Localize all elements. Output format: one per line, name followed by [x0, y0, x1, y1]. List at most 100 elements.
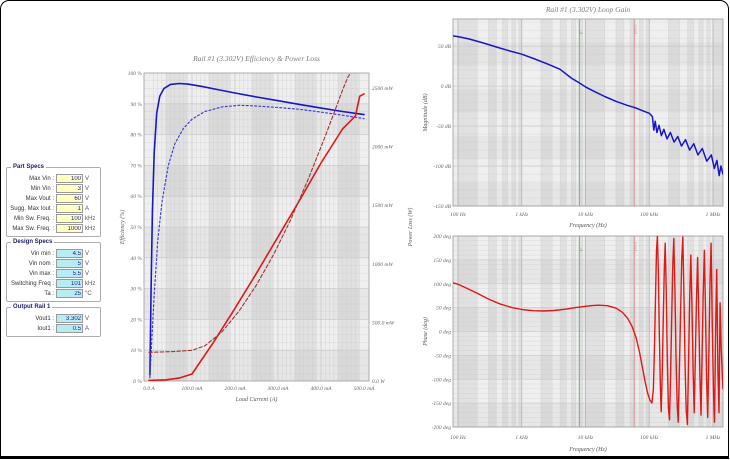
- series-efficiency-dotted: [149, 104, 365, 379]
- loop-gain-magnitude-chart: fc fsw/2 Rail #1 (3.302V) Loop Gain 100 Hz 1…: [422, 5, 724, 229]
- tick-label: 20 %: [131, 317, 143, 323]
- field-input-switching-freq[interactable]: [56, 279, 83, 288]
- spec-row-vout1: Vout1 : V: [9, 314, 98, 323]
- spec-group-design-specs: Design Specs Vin min : V Vin nom : V Vin max …: [6, 239, 101, 302]
- tick-label: -50 deg: [434, 353, 451, 359]
- field-label: Vin min :: [30, 250, 54, 257]
- marker-label-fsw-2: fsw/2: [633, 24, 638, 34]
- series-loop-gain-magnitude: [453, 35, 723, 177]
- tick-label: 100.0 mA: [181, 386, 203, 392]
- spec-row-max-vout: Max Vout : V: [9, 194, 98, 203]
- x-axis-label: Load Current (A): [235, 396, 278, 403]
- grid-band: [630, 19, 636, 206]
- tick-label: 400.0 mA: [310, 385, 332, 392]
- tick-label: 500.0 mA: [353, 386, 375, 392]
- grid-band: [453, 136, 723, 159]
- efficiency-chart: Rail #1 (3.302V) Efficiency & Power Loss…: [119, 54, 414, 403]
- tick-label: 30 %: [130, 287, 143, 293]
- tick-label: 0 %: [133, 379, 142, 385]
- tick-label: 0 deg: [439, 330, 451, 336]
- tick-label: -150 dB: [433, 204, 451, 210]
- grid-band: [453, 403, 723, 427]
- field-unit: V: [85, 270, 90, 277]
- field-unit: A: [85, 205, 90, 212]
- chart-title-loop-gain: Rail #1 (3.302V) Loop Gain: [545, 5, 631, 14]
- field-label: Ta :: [44, 290, 54, 297]
- tick-label: 1 MHz: [706, 435, 722, 441]
- group-title: Output Rail 1: [11, 304, 53, 311]
- grid-band: [706, 19, 711, 206]
- field-unit: kHz: [85, 215, 96, 222]
- field-input-min-sw-freq[interactable]: [56, 214, 83, 223]
- field-label: Min Sw. Freq. :: [13, 215, 54, 222]
- tick-label: 150 deg: [433, 258, 451, 264]
- marker-label-fsw-2: fsw/2: [633, 241, 638, 251]
- tick-label: 50 deg: [436, 306, 451, 312]
- tick-label: -100 deg: [432, 377, 452, 383]
- tick-label: 500.0 mW: [372, 320, 395, 326]
- tick-label: 100 kHz: [640, 435, 659, 441]
- y-axis-label-left: Phase (deg): [422, 317, 429, 347]
- field-input-max-sw-freq[interactable]: [56, 224, 83, 233]
- field-input-vin-nom[interactable]: [56, 259, 83, 268]
- spec-row-switching-freq: Switching Freq : kHz: [9, 279, 98, 288]
- tick-label: 1 MHz: [706, 212, 722, 218]
- field-unit: V: [85, 260, 90, 267]
- field-unit: V: [85, 195, 90, 202]
- y-axis-label-right: Power Loss (W): [407, 208, 414, 248]
- field-input-max-vin[interactable]: [56, 174, 83, 183]
- field-unit: V: [85, 185, 90, 192]
- tick-label: 1000 mW: [372, 262, 393, 268]
- tick-label: 0.0 A: [143, 386, 155, 392]
- field-input-vin-max[interactable]: [56, 269, 83, 278]
- series-power-loss-dashed: [148, 73, 351, 353]
- tick-label: 1 kHz: [515, 435, 529, 441]
- spec-row-vin-nom: Vin nom : V: [9, 259, 98, 268]
- field-label: Switching Freq :: [10, 280, 54, 287]
- field-label: Max Sw. Freq. :: [12, 225, 54, 232]
- field-label: Max Vin :: [29, 175, 54, 182]
- grid-band: [698, 19, 704, 206]
- field-label: Vin nom :: [28, 260, 54, 267]
- marker-label-fc: fc: [578, 31, 583, 34]
- grid-band: [668, 19, 680, 206]
- tick-label: 10 %: [131, 348, 143, 354]
- field-input-ta[interactable]: [56, 289, 83, 298]
- field-unit: V: [85, 175, 90, 182]
- tick-label: 200.0 mA: [224, 386, 246, 392]
- field-input-iout1[interactable]: [56, 324, 83, 333]
- spec-row-min-vin: Min Vin : V: [9, 184, 98, 193]
- field-input-sugg-max-iout[interactable]: [56, 204, 83, 213]
- spec-group-output-rail-1: Output Rail 1 Vout1 : V Iout1 : A: [6, 304, 101, 337]
- field-label: Vin max :: [29, 270, 54, 277]
- tick-label: 200 deg: [433, 234, 451, 240]
- tick-label: 100 deg: [433, 282, 451, 288]
- x-axis-label: Frequency (Hz): [568, 222, 607, 229]
- field-input-min-vin[interactable]: [56, 184, 83, 193]
- marker-label-fc: fc: [578, 248, 583, 251]
- tick-label: 100 %: [128, 71, 143, 77]
- grid-band: [453, 308, 723, 332]
- chart-title-efficiency: Rail #1 (3.302V) Efficiency & Power Loss: [192, 54, 320, 63]
- y-axis-label-left: Efficiency (%): [119, 210, 126, 245]
- field-unit: kHz: [85, 280, 96, 287]
- grid-band: [453, 355, 723, 379]
- spec-row-max-sw-freq: Max Sw. Freq. : kHz: [9, 224, 98, 233]
- plot-border: [452, 18, 724, 207]
- tick-label: 100 Hz: [450, 435, 467, 441]
- series-efficiency-solid: [149, 82, 365, 376]
- grid-band: [615, 19, 624, 206]
- field-input-max-vout[interactable]: [56, 194, 83, 203]
- tick-label: 60 %: [131, 194, 143, 200]
- tick-label: 300.0 mA: [266, 386, 289, 392]
- tick-label: 40 %: [131, 255, 143, 262]
- tick-label: 0.0 W: [372, 379, 385, 385]
- group-title: Design Specs: [11, 239, 55, 246]
- grid-band: [502, 19, 508, 206]
- grid-band: [713, 19, 723, 206]
- field-input-vout1[interactable]: [56, 314, 83, 323]
- field-input-vin-min[interactable]: [56, 249, 83, 258]
- spec-row-sugg-max-iout: Sugg. Max Iout : A: [9, 204, 98, 213]
- tick-label: 50 %: [131, 225, 143, 231]
